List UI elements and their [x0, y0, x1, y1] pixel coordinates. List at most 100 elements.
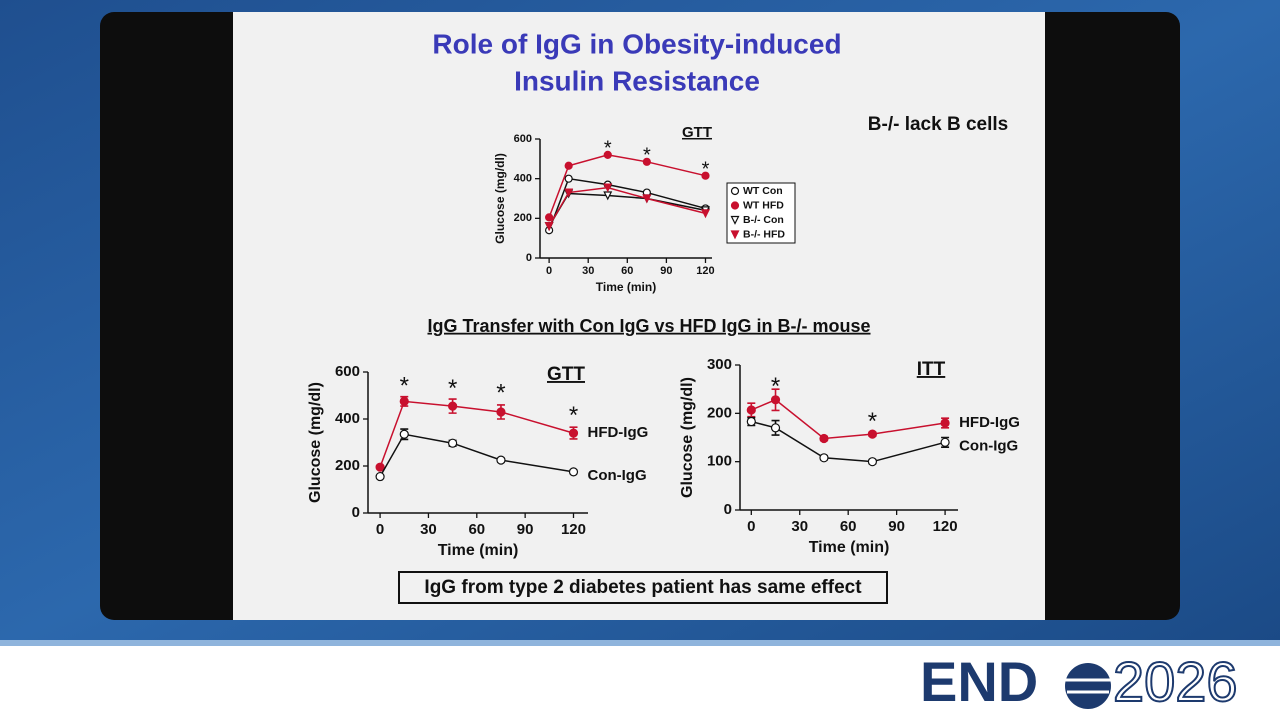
x-tick-label: 0: [376, 521, 384, 538]
x-tick-label: 120: [933, 518, 958, 535]
series-label: Con-IgG: [959, 437, 1018, 454]
series-label: HFD-IgG: [959, 414, 1020, 431]
x-tick-label: 30: [582, 265, 594, 277]
data-point: [746, 416, 756, 427]
data-point: [399, 429, 409, 439]
data-point: [568, 428, 579, 438]
x-axis-label: Time (min): [596, 280, 656, 294]
y-axis-label: Glucose (mg/dl): [679, 377, 696, 498]
y-axis-label: Glucose (mg/dl): [493, 153, 507, 244]
y-tick-label: 200: [335, 457, 360, 474]
y-tick-label: 200: [514, 212, 532, 224]
legend-label: WT Con: [743, 185, 783, 197]
x-tick-label: 90: [888, 518, 905, 535]
data-point: [375, 471, 385, 482]
data-point: [496, 455, 506, 465]
footnote-box: [398, 571, 888, 604]
significance-mark: *: [400, 372, 409, 399]
y-tick-label: 400: [335, 410, 360, 427]
slide: [233, 12, 1045, 620]
legend-marker: [730, 186, 740, 196]
significance-mark: *: [604, 138, 612, 160]
logo-globe: [1065, 663, 1111, 709]
data-point: [603, 150, 612, 159]
y-tick-label: 600: [514, 133, 532, 145]
data-point: [746, 405, 756, 415]
x-tick-label: 0: [546, 265, 552, 277]
x-tick-label: 30: [420, 521, 437, 538]
data-point: [770, 395, 781, 405]
data-point: [770, 423, 781, 433]
slide-title: Role of IgG in Obesity-induced: [432, 28, 841, 59]
series-label: Con-IgG: [587, 467, 646, 484]
data-point: [545, 213, 554, 222]
y-tick-label: 200: [707, 404, 732, 421]
data-point: [940, 418, 950, 428]
x-tick-label: 120: [561, 521, 586, 538]
y-tick-label: 0: [724, 501, 732, 518]
x-tick-label: 30: [791, 518, 808, 535]
x-tick-label: 90: [517, 521, 534, 538]
data-point: [375, 462, 385, 472]
y-tick-label: 600: [335, 363, 360, 380]
significance-mark: *: [448, 375, 457, 402]
note: B-/- lack B cells: [868, 114, 1008, 135]
legend-marker: [730, 230, 740, 240]
data-point: [399, 396, 409, 406]
slide-title: Insulin Resistance: [514, 65, 760, 96]
y-tick-label: 300: [707, 356, 732, 373]
data-point: [544, 222, 554, 232]
y-tick-label: 100: [707, 453, 732, 470]
data-point: [568, 467, 579, 477]
data-point: [448, 401, 458, 411]
chart-title: GTT: [547, 364, 585, 385]
y-tick-label: 400: [514, 173, 532, 185]
data-point: [603, 183, 613, 193]
chart-title: ITT: [917, 359, 946, 380]
data-point: [819, 453, 829, 463]
y-tick-label: 0: [352, 504, 360, 521]
data-point: [701, 209, 710, 219]
data-point: [564, 188, 574, 198]
significance-mark: *: [771, 373, 780, 400]
data-point: [819, 433, 829, 444]
y-axis-label: Glucose (mg/dl): [307, 382, 324, 503]
divider: [0, 640, 1280, 646]
x-tick-label: 0: [747, 518, 755, 535]
x-tick-label: 60: [468, 521, 485, 538]
series-label: HFD-IgG: [587, 424, 648, 441]
x-tick-label: 60: [840, 518, 857, 535]
data-point: [642, 194, 652, 204]
data-point: [701, 171, 710, 180]
legend-label: B-/- HFD: [743, 228, 785, 240]
data-point: [448, 438, 458, 448]
logo-year: 2026: [1113, 650, 1238, 713]
legend-label: B-/- Con: [743, 214, 784, 226]
x-tick-label: 90: [660, 265, 672, 277]
subtitle: IgG Transfer with Con IgG vs HFD IgG in …: [427, 316, 870, 336]
logo-text: END: [920, 650, 1038, 713]
y-tick-label: 0: [526, 252, 532, 264]
data-point: [867, 457, 878, 467]
x-tick-label: 120: [696, 265, 714, 277]
x-axis-label: Time (min): [438, 542, 519, 559]
legend-marker: [730, 215, 740, 225]
data-point: [940, 437, 950, 447]
data-point: [496, 407, 506, 417]
footnote: IgG from type 2 diabetes patient has sam…: [424, 577, 862, 598]
legend-label: WT HFD: [743, 199, 784, 211]
data-point: [642, 157, 651, 166]
significance-mark: *: [702, 158, 710, 180]
data-point: [564, 161, 573, 170]
x-axis-label: Time (min): [809, 539, 890, 556]
data-point: [564, 174, 573, 183]
x-tick-label: 60: [621, 265, 633, 277]
data-point: [867, 429, 878, 439]
chart-title: GTT: [682, 124, 712, 141]
significance-mark: *: [868, 408, 877, 435]
significance-mark: *: [643, 144, 651, 166]
significance-mark: *: [496, 379, 505, 406]
legend-marker: [730, 201, 740, 210]
